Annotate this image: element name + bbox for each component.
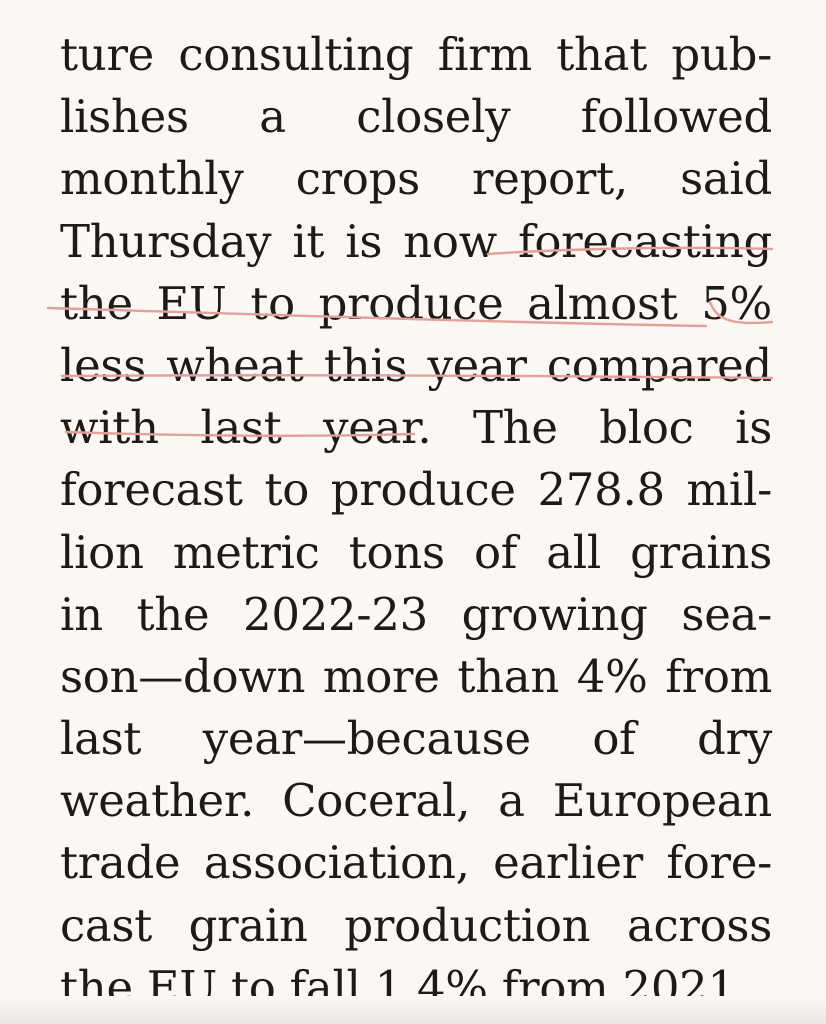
article-line: cast grain production across [60, 898, 772, 952]
page-bottom-edge [0, 996, 826, 1024]
article-column: ture consulting firm that pub- lishes a … [60, 24, 772, 1019]
article-line: the EU to produce almost 5% [60, 276, 772, 330]
article-line: lishes a closely followed [60, 90, 772, 144]
article-line: son—down more than 4% from [60, 649, 772, 703]
article-line: with last year. The bloc is [60, 401, 772, 455]
article-line: less wheat this year compared [60, 338, 772, 392]
article-line: lion metric tons of all grains [60, 525, 772, 579]
article-line: last year—because of dry [60, 712, 772, 766]
article-line: ture consulting firm that pub- [60, 28, 772, 81]
article-line: forecast to produce 278.8 mil- [60, 463, 772, 517]
article-line: in the 2022-23 growing sea- [60, 587, 772, 641]
article-line: trade association, earlier fore- [60, 836, 772, 890]
article-line: monthly crops report, said [60, 152, 772, 206]
article-line: weather. Coceral, a European [60, 774, 772, 828]
article-line: Thursday it is now forecasting [60, 214, 772, 268]
